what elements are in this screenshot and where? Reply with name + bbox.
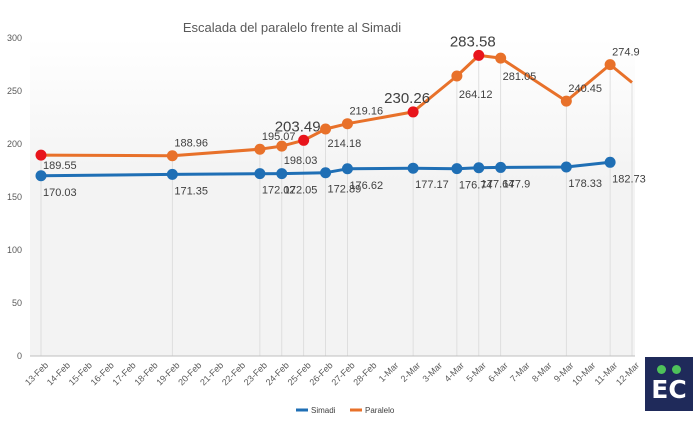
x-tick-label: 19-Feb (154, 360, 181, 387)
logo-dot-left (657, 365, 666, 374)
x-tick-label: 12-Mar (614, 360, 641, 387)
data-point-simadi (254, 168, 266, 180)
data-point-paralelo (166, 150, 178, 162)
data-label-paralelo: 195.07 (262, 131, 296, 143)
y-tick-label: 250 (7, 86, 22, 96)
x-tick-label: 21-Feb (198, 360, 225, 387)
data-label-paralelo: 281.05 (503, 71, 537, 83)
x-tick-label: 1-Mar (377, 360, 401, 384)
legend-label-paralelo: Paralelo (365, 406, 395, 415)
data-label-simadi: 172.02 (262, 185, 296, 197)
data-point-paralelo (320, 123, 332, 135)
data-label-paralelo: 230.26 (384, 90, 430, 107)
y-tick-label: 50 (12, 298, 22, 308)
series-line-simadi (40, 160, 611, 178)
x-tick-label: 7-Mar (508, 360, 532, 384)
x-tick-label: 16-Feb (89, 360, 116, 387)
data-point-paralelo (341, 118, 353, 130)
data-point-paralelo (451, 70, 463, 82)
data-label-simadi: 177.17 (415, 179, 449, 191)
x-tick-label: 5-Mar (464, 360, 488, 384)
ec-logo: EC (645, 357, 693, 411)
x-tick-label: 15-Feb (67, 360, 94, 387)
y-tick-label: 300 (7, 33, 22, 43)
data-point-simadi (35, 170, 47, 182)
data-label-paralelo: 240.45 (568, 83, 602, 95)
x-tick-label: 27-Feb (329, 360, 356, 387)
x-tick-label: 23-Feb (242, 360, 269, 387)
y-tick-label: 0 (17, 351, 22, 361)
drop-lines (40, 55, 633, 356)
data-label-simadi: 182.73 (612, 173, 646, 185)
x-tick-label: 14-Feb (45, 360, 72, 387)
x-tick-label: 20-Feb (176, 360, 203, 387)
data-point-paralelo (473, 49, 485, 61)
data-label-simadi: 170.03 (43, 187, 77, 199)
x-tick-label: 26-Feb (308, 360, 335, 387)
data-point-paralelo (35, 149, 47, 161)
data-point-simadi (166, 168, 178, 180)
data-label-simadi: 172.89 (328, 184, 362, 196)
y-tick-label: 100 (7, 245, 22, 255)
chart-title: Escalada del paralelo frente al Simadi (183, 20, 401, 35)
data-point-simadi (451, 163, 463, 175)
data-label-simadi: 176.62 (349, 180, 383, 192)
data-label-paralelo: 203.49 (275, 118, 321, 135)
data-label-simadi: 178.33 (568, 178, 602, 190)
x-tick-label: 17-Feb (111, 360, 138, 387)
data-point-simadi (407, 162, 419, 174)
data-label-paralelo: 274.9 (612, 47, 640, 59)
data-label-simadi: 177.64 (481, 179, 515, 191)
data-point-simadi (560, 161, 572, 173)
x-tick-label: 4-Mar (442, 360, 466, 384)
data-point-paralelo (407, 106, 419, 118)
x-tick-label: 28-Feb (351, 360, 378, 387)
x-tick-label: 3-Mar (421, 360, 445, 384)
data-label-simadi: 171.35 (174, 185, 208, 197)
data-point-simadi (276, 168, 288, 180)
data-point-paralelo (604, 59, 616, 71)
logo-dot-right (672, 365, 681, 374)
x-tick-label: 10-Mar (570, 360, 597, 387)
x-tick-label: 2-Mar (399, 360, 423, 384)
legend: Simadi Paralelo (296, 406, 395, 415)
data-label-paralelo: 219.16 (349, 106, 383, 118)
x-tick-label: 6-Mar (486, 360, 510, 384)
data-point-simadi (473, 162, 485, 174)
y-tick-label: 200 (7, 139, 22, 149)
data-label-simadi: 172.05 (284, 185, 318, 197)
x-tick-label: 24-Feb (264, 360, 291, 387)
x-tick-label: 18-Feb (132, 360, 159, 387)
x-tick-label: 25-Feb (286, 360, 313, 387)
data-point-paralelo (560, 95, 572, 107)
data-point-paralelo (298, 134, 310, 146)
data-label-paralelo: 264.12 (459, 89, 493, 101)
data-label-paralelo: 198.03 (284, 155, 318, 167)
logo-text: EC (651, 375, 687, 404)
legend-label-simadi: Simadi (311, 406, 336, 415)
data-label-paralelo: 214.18 (328, 138, 362, 150)
data-point-paralelo (254, 143, 266, 155)
data-label-paralelo: 188.96 (174, 138, 208, 150)
y-tick-label: 150 (7, 192, 22, 202)
x-tick-label: 22-Feb (220, 360, 247, 387)
data-point-simadi (604, 156, 616, 168)
data-point-simadi (341, 163, 353, 175)
data-label-simadi: 176.74 (459, 180, 493, 192)
plot-background (30, 38, 635, 356)
x-tick-label: 13-Feb (23, 360, 50, 387)
data-point-paralelo (495, 52, 507, 64)
data-point-paralelo (276, 140, 288, 152)
x-tick-label: 8-Mar (530, 360, 554, 384)
data-label-paralelo: 283.58 (450, 33, 496, 50)
markers (35, 49, 616, 182)
data-point-simadi (320, 167, 332, 179)
data-point-simadi (495, 161, 507, 173)
data-label-paralelo: 189.55 (43, 160, 77, 172)
data-label-simadi: 177.9 (503, 178, 531, 190)
